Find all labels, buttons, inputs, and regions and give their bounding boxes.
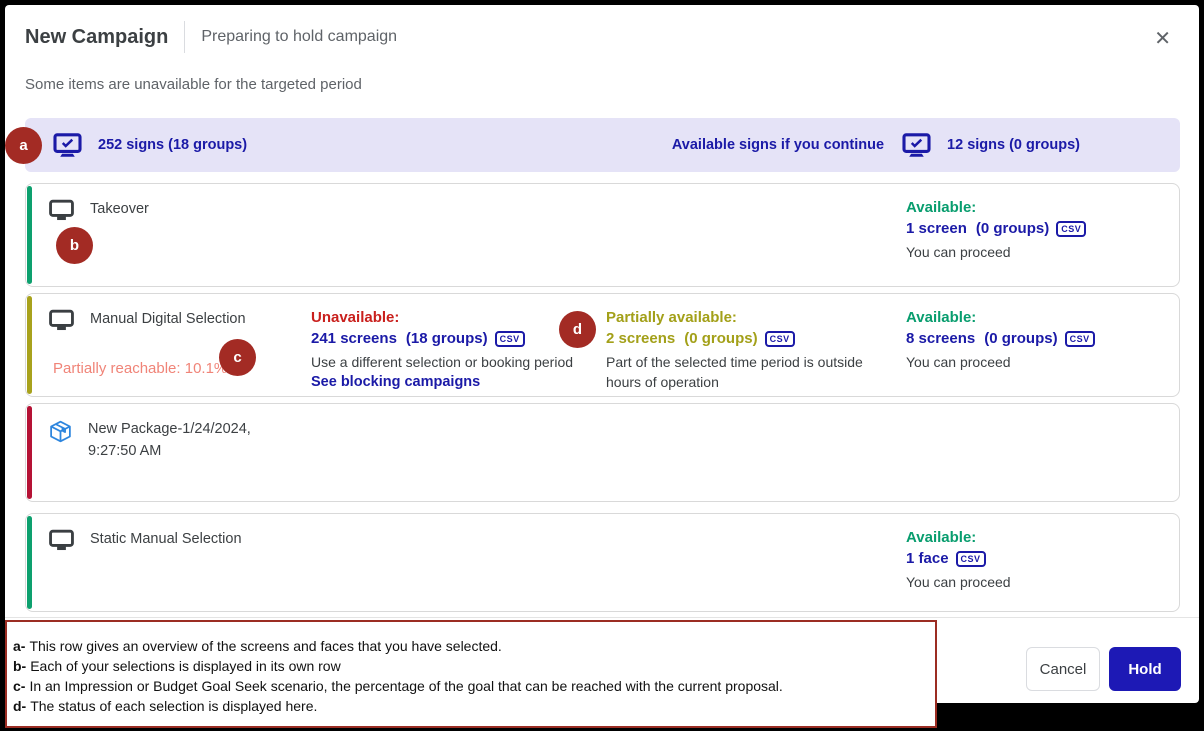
annotation-note: d- The status of each selection is displa… — [13, 696, 935, 716]
annotation-note: b- Each of your selections is displayed i… — [13, 656, 935, 676]
status-bar-green — [27, 516, 32, 609]
close-icon[interactable]: ✕ — [1150, 25, 1175, 53]
footer-actions: Cancel Hold — [1026, 647, 1181, 691]
hold-button[interactable]: Hold — [1109, 647, 1181, 691]
summary-row: 252 signs (18 groups) Available signs if… — [25, 118, 1180, 172]
selection-row-manual-digital: Manual Digital Selection Partially reach… — [25, 293, 1180, 397]
note-text: Each of your selections is displayed in … — [30, 658, 341, 674]
monitor-icon — [48, 199, 75, 222]
available-title: Available: — [906, 309, 977, 326]
csv-export-icon[interactable]: CSV — [764, 330, 795, 347]
partial-title: Partially available: — [606, 309, 737, 326]
note-label: a- — [13, 638, 26, 654]
monitor-icon — [48, 309, 75, 332]
available-status: Available: 8 screens (0 groups) CSV You … — [906, 308, 1168, 372]
selection-name: New Package-1/24/2024, 9:27:50 AM — [88, 421, 251, 459]
warning-text: Some items are unavailable for the targe… — [25, 76, 362, 93]
csv-export-icon[interactable]: CSV — [955, 550, 986, 567]
selection-name: Manual Digital Selection — [90, 311, 246, 327]
unavailable-count: 241 screens — [311, 330, 397, 347]
partially-available-status: Partially available: 2 screens (0 groups… — [606, 308, 898, 392]
annotation-note: c- In an Impression or Budget Goal Seek s… — [13, 676, 935, 696]
cancel-button[interactable]: Cancel — [1026, 647, 1100, 691]
new-campaign-dialog: New Campaign Preparing to hold campaign … — [5, 5, 1199, 703]
partial-count: 2 screens — [606, 330, 676, 347]
selection-name: Static Manual Selection — [90, 531, 242, 547]
partial-note: Part of the selected time period is outs… — [606, 354, 863, 390]
dialog-status-text: Preparing to hold campaign — [201, 28, 398, 45]
footer-divider — [5, 617, 1199, 618]
selection-name: Takeover — [90, 201, 149, 217]
annotation-notes-box: a- This row gives an overview of the scre… — [5, 620, 937, 728]
available-title: Available: — [906, 529, 977, 546]
monitor-check-icon — [53, 132, 82, 158]
csv-export-icon[interactable]: CSV — [1064, 330, 1095, 347]
annotation-badge-d: d — [559, 311, 596, 348]
partial-groups: (0 groups) — [684, 330, 758, 347]
available-count: 8 screens — [906, 330, 976, 347]
note-label: d- — [13, 698, 27, 714]
dialog-title: New Campaign — [25, 25, 169, 48]
available-count: 1 screen — [906, 220, 967, 237]
monitor-check-icon — [902, 132, 931, 158]
annotation-badge-b: b — [56, 227, 93, 264]
package-icon — [48, 419, 73, 444]
annotation-note: a- This row gives an overview of the scre… — [13, 636, 935, 656]
note-label: c- — [13, 678, 26, 694]
csv-export-icon[interactable]: CSV — [1056, 220, 1087, 237]
dialog-header: New Campaign Preparing to hold campaign — [25, 21, 397, 53]
note-text: In an Impression or Budget Goal Seek sce… — [29, 678, 783, 694]
note-label: b- — [13, 658, 27, 674]
available-title: Available: — [906, 199, 977, 216]
note-text: The status of each selection is displaye… — [30, 698, 318, 714]
proceed-note: You can proceed — [906, 244, 1011, 260]
available-status: Available: 1 face CSV You can proceed — [906, 528, 1168, 592]
selected-signs-count: 252 signs (18 groups) — [98, 137, 248, 153]
available-groups: (0 groups) — [984, 330, 1058, 347]
see-blocking-campaigns-link[interactable]: See blocking campaigns — [311, 374, 481, 390]
partially-reachable-text: Partially reachable: 10.1% — [53, 360, 228, 377]
available-count: 1 face — [906, 550, 949, 567]
annotation-badge-c: c — [219, 339, 256, 376]
proceed-note: You can proceed — [906, 574, 1011, 590]
status-bar-green — [27, 186, 32, 284]
unavailable-title: Unavailable: — [311, 309, 400, 326]
monitor-icon — [48, 529, 75, 552]
proceed-note: You can proceed — [906, 354, 1011, 370]
available-status: Available: 1 screen (0 groups) CSV You c… — [906, 198, 1168, 262]
selection-row-takeover: Takeover Available: 1 screen (0 groups) … — [25, 183, 1180, 287]
selection-row-new-package: New Package-1/24/2024, 9:27:50 AM — [25, 403, 1180, 502]
unavailable-status: Unavailable: 241 screens (18 groups) CSV… — [311, 308, 603, 393]
status-bar-crimson — [27, 406, 32, 499]
annotation-badge-a: a — [5, 127, 42, 164]
unavailable-note: Use a different selection or booking per… — [311, 354, 574, 370]
available-groups: (0 groups) — [975, 220, 1050, 237]
header-divider — [184, 21, 186, 53]
status-bar-olive — [27, 296, 32, 394]
continue-signs-count: 12 signs (0 groups) — [947, 137, 1080, 153]
continue-label: Available signs if you continue — [671, 137, 885, 153]
selection-row-static-manual: Static Manual Selection Available: 1 fac… — [25, 513, 1180, 612]
note-text: This row gives an overview of the screen… — [29, 638, 502, 654]
unavailable-groups: (18 groups) — [405, 330, 488, 347]
csv-export-icon[interactable]: CSV — [494, 330, 525, 347]
